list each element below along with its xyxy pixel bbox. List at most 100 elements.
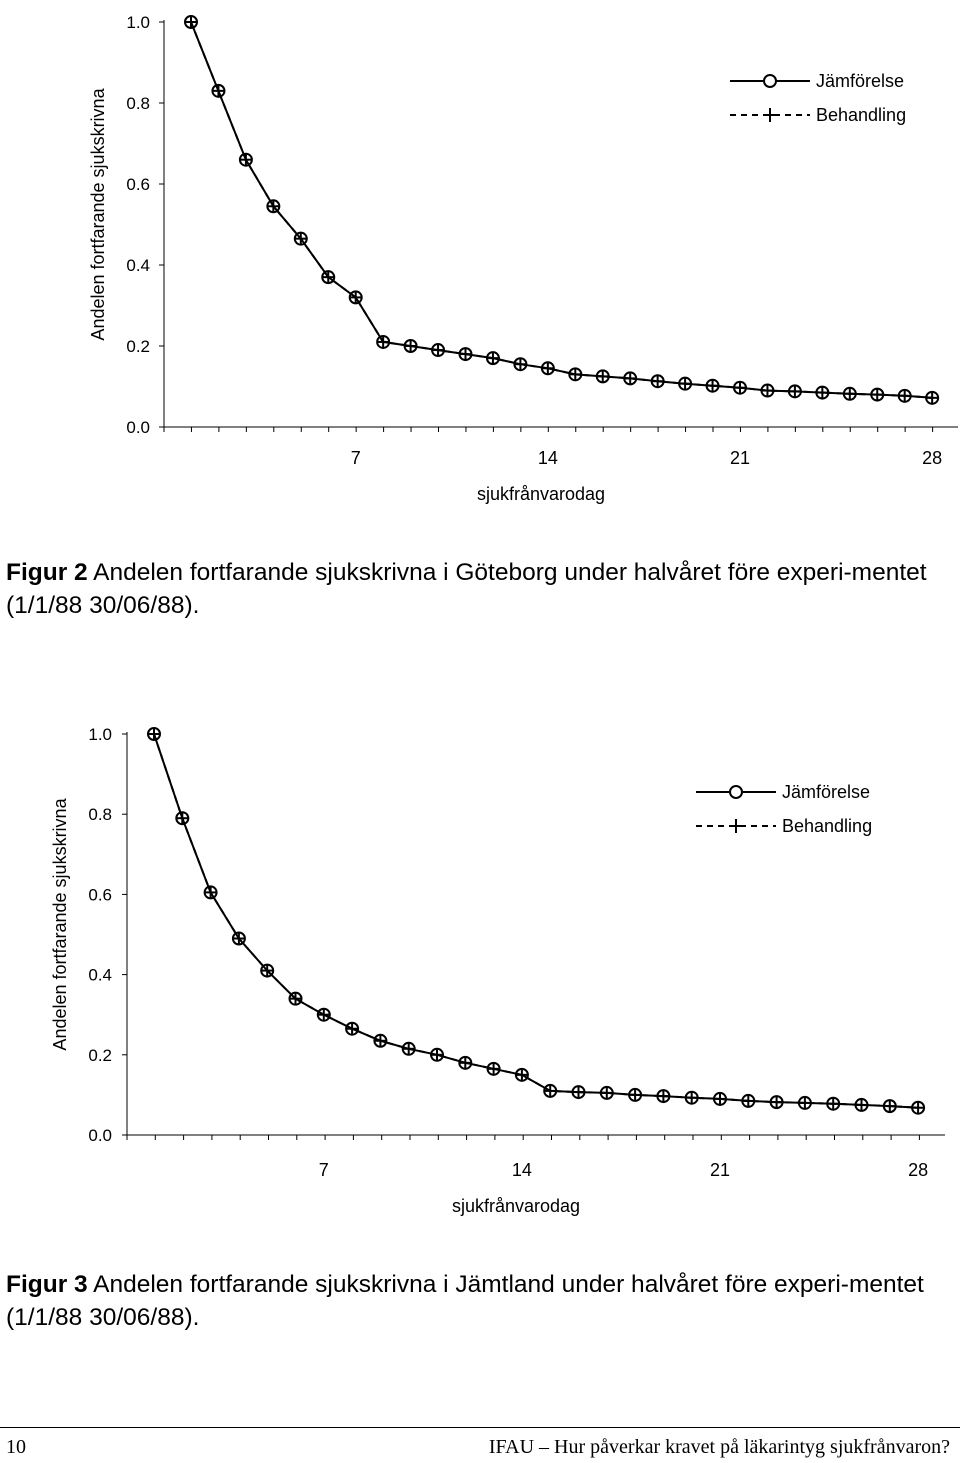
- y-tick-label: 0.6: [126, 175, 150, 194]
- data-point-plus: [514, 358, 527, 371]
- x-axis-label: sjukfrånvarodag: [452, 1196, 580, 1216]
- footer-divider: [0, 1427, 960, 1428]
- data-point-plus: [855, 1098, 868, 1111]
- legend-marker-circle: [729, 785, 743, 799]
- data-point-plus: [926, 391, 939, 404]
- data-point-plus: [261, 964, 274, 977]
- data-point-plus: [212, 84, 225, 97]
- data-point-plus: [459, 1056, 472, 1069]
- data-point-plus: [289, 992, 302, 1005]
- data-point-plus: [798, 1096, 811, 1109]
- data-point-plus: [685, 1091, 698, 1104]
- y-tick-label: 0.2: [88, 1046, 112, 1065]
- data-point-plus: [629, 1088, 642, 1101]
- data-point-plus: [714, 1092, 726, 1105]
- legend-label: Behandling: [816, 105, 906, 125]
- chart-figur-3: 0.0 0.2 0.4 0.6 0.8 1.0 7 14 21 28 sjukfrånvarodag…: [50, 725, 945, 1216]
- data-point-plus: [374, 1034, 387, 1047]
- legend: Jämförelse Behandling: [696, 782, 872, 836]
- x-tick-label: 7: [319, 1160, 329, 1180]
- data-point-plus: [541, 362, 554, 375]
- data-point-plus: [377, 335, 390, 348]
- series-line-behandling: [153, 733, 919, 1109]
- data-point-plus: [657, 1090, 670, 1103]
- data-point-plus: [600, 1086, 613, 1099]
- y-tick-label: 0.4: [88, 966, 112, 985]
- data-point-plus: [883, 1100, 896, 1113]
- data-point-plus: [651, 375, 664, 388]
- figure-caption-2: Figur 2 Andelen fortfarande sjukskrivna …: [6, 556, 954, 622]
- data-point-plus: [572, 1086, 585, 1099]
- data-point-plus: [816, 386, 829, 399]
- page-number: 10: [6, 1436, 26, 1458]
- x-tick-label: 21: [730, 448, 750, 468]
- y-tick-label: 0.2: [126, 337, 150, 356]
- data-point-plus: [432, 344, 445, 357]
- data-point-plus: [176, 812, 189, 825]
- data-point-plus: [912, 1101, 925, 1114]
- data-point-plus: [788, 385, 801, 398]
- data-point-plus: [487, 1062, 500, 1075]
- data-point-plus: [204, 886, 217, 899]
- data-point-plus: [486, 352, 499, 365]
- data-point-plus: [349, 291, 362, 304]
- running-title: IFAU – Hur påverkar kravet på läkarintyg…: [488, 1436, 950, 1458]
- y-tick-label: 1.0: [126, 13, 150, 32]
- data-point-plus: [827, 1097, 840, 1110]
- data-point-plus: [843, 387, 856, 400]
- data-point-plus: [317, 1008, 330, 1021]
- legend: Jämförelse Behandling: [730, 71, 906, 125]
- y-tick-label: 0.8: [126, 94, 150, 113]
- legend-marker-circle: [763, 74, 777, 88]
- x-tick-label: 14: [512, 1160, 532, 1180]
- caption-text: Andelen fortfarande sjukskrivna i Götebo…: [6, 559, 927, 619]
- caption-label: Figur 2: [6, 559, 88, 586]
- data-point-plus: [734, 381, 746, 394]
- data-point-plus: [569, 368, 582, 381]
- data-point-plus: [770, 1096, 783, 1109]
- data-point-plus: [679, 377, 692, 390]
- data-point-plus: [706, 379, 719, 392]
- data-point-plus: [898, 389, 911, 402]
- legend-label: Jämförelse: [782, 782, 870, 802]
- data-point-plus: [431, 1048, 443, 1061]
- x-tick-label: 28: [908, 1160, 928, 1180]
- data-point-plus: [404, 340, 417, 352]
- legend-label: Behandling: [782, 816, 872, 836]
- y-tick-label: 0.4: [126, 256, 150, 275]
- caption-text: Andelen fortfarande sjukskrivna i Jämtla…: [6, 1271, 924, 1331]
- x-axis-label: sjukfrånvarodag: [477, 484, 605, 504]
- y-tick-label: 0.0: [126, 418, 150, 437]
- data-point-plus: [294, 232, 307, 245]
- data-point-plus: [544, 1084, 557, 1097]
- data-point-plus: [871, 388, 884, 401]
- data-point-plus: [459, 348, 472, 361]
- data-point-plus: [402, 1042, 415, 1055]
- data-point-plus: [239, 153, 252, 166]
- x-tick-label: 28: [922, 448, 942, 468]
- y-axis-label: Andelen fortfarande sjukskrivna: [50, 797, 70, 1050]
- data-point-plus: [267, 200, 280, 213]
- data-point-plus: [624, 372, 637, 385]
- x-tick-label: 21: [710, 1160, 730, 1180]
- data-point-plus: [515, 1068, 528, 1081]
- data-point-plus: [761, 384, 774, 397]
- legend-label: Jämförelse: [816, 71, 904, 91]
- y-tick-label: 0.0: [88, 1126, 112, 1145]
- y-tick-label: 0.6: [88, 885, 112, 904]
- chart-figur-2: 0.0 0.2 0.4 0.6 0.8 1.0 7 14 21 28 sjukfrånvarodag…: [88, 13, 958, 504]
- data-point-plus: [148, 728, 160, 740]
- data-point-plus: [596, 370, 609, 383]
- data-point-plus: [232, 932, 245, 945]
- caption-label: Figur 3: [6, 1271, 88, 1298]
- series-line-behandling: [190, 21, 933, 399]
- data-point-plus: [346, 1022, 359, 1035]
- y-tick-label: 0.8: [88, 805, 112, 824]
- x-tick-label: 7: [351, 448, 361, 468]
- y-axis-label: Andelen fortfarande sjukskrivna: [88, 87, 108, 340]
- data-point-plus: [742, 1094, 755, 1107]
- data-point-plus: [185, 16, 197, 28]
- figure-caption-3: Figur 3 Andelen fortfarande sjukskrivna …: [6, 1268, 954, 1334]
- x-tick-label: 14: [538, 448, 558, 468]
- data-point-plus: [322, 271, 335, 284]
